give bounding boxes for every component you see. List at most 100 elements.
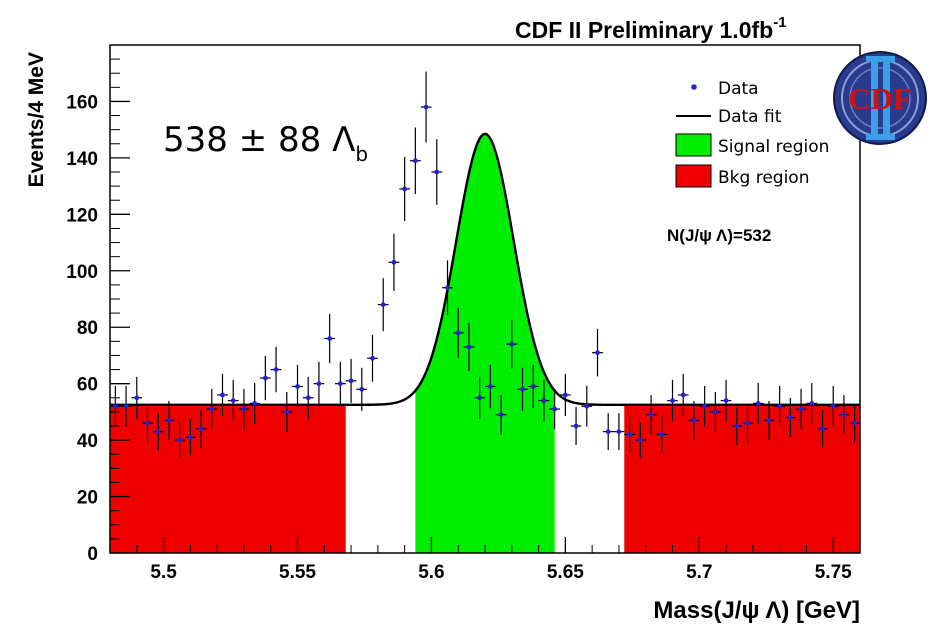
data-point xyxy=(302,376,314,419)
fit-layer xyxy=(110,132,860,407)
data-marker xyxy=(637,437,643,443)
data-point xyxy=(527,364,539,409)
y-tick-label: 80 xyxy=(77,318,98,339)
data-marker xyxy=(391,259,397,265)
data-point xyxy=(485,364,496,409)
data-point xyxy=(174,422,185,458)
legend-label-fit: Data fit xyxy=(718,107,782,127)
chart-title-superscript: -1 xyxy=(773,14,786,31)
data-marker xyxy=(595,350,600,356)
data-marker xyxy=(230,398,236,403)
y-tick-label: 40 xyxy=(77,431,98,452)
data-marker xyxy=(766,417,772,423)
x-tick-label: 5.75 xyxy=(815,562,852,583)
data-marker xyxy=(562,392,568,398)
cdf-logo: CDF xyxy=(833,51,927,145)
data-marker xyxy=(841,412,847,418)
data-marker xyxy=(145,420,150,426)
data-point xyxy=(645,394,657,435)
data-marker xyxy=(252,401,258,406)
data-point xyxy=(806,382,818,424)
data-point xyxy=(817,410,828,448)
data-point xyxy=(377,278,389,332)
data-point xyxy=(624,416,635,453)
data-point xyxy=(495,394,507,435)
data-marker xyxy=(466,344,472,350)
data-marker xyxy=(712,409,718,415)
data-point xyxy=(163,401,175,440)
data-marker xyxy=(477,395,483,401)
data-marker xyxy=(423,104,429,110)
data-marker xyxy=(605,429,611,435)
data-marker xyxy=(755,401,761,406)
data-marker xyxy=(627,432,633,437)
data-point xyxy=(152,413,164,451)
data-point xyxy=(249,382,260,424)
data-point xyxy=(592,328,603,377)
chart-title: CDF II Preliminary 1.0fb-1 xyxy=(515,14,787,43)
data-point xyxy=(292,364,303,409)
y-tick-label: 0 xyxy=(87,544,98,565)
data-marker xyxy=(412,158,418,164)
data-point xyxy=(581,385,593,427)
data-point xyxy=(452,307,464,358)
data-marker xyxy=(327,336,333,341)
x-tick-label: 5.6 xyxy=(418,562,444,583)
data-point xyxy=(324,313,335,364)
y-tick-label: 20 xyxy=(77,488,98,509)
y-tick-label: 120 xyxy=(66,205,98,226)
data-point xyxy=(227,379,239,422)
data-point xyxy=(752,382,764,424)
data-marker xyxy=(359,386,365,392)
data-point xyxy=(635,422,646,458)
data-point xyxy=(720,379,732,422)
data-marker xyxy=(112,403,118,409)
data-point xyxy=(517,367,528,411)
legend-label-bkg: Bkg region xyxy=(718,168,809,188)
data-point xyxy=(217,373,228,417)
data-point xyxy=(463,322,475,372)
data-marker xyxy=(734,423,740,429)
data-marker xyxy=(723,398,729,403)
data-marker xyxy=(584,403,590,409)
data-marker xyxy=(616,429,622,435)
data-marker xyxy=(820,426,825,432)
data-marker xyxy=(445,285,450,291)
y-tick-label: 160 xyxy=(66,92,98,113)
data-marker xyxy=(220,392,225,398)
data-marker xyxy=(852,420,858,426)
data-marker xyxy=(166,417,172,423)
data-point xyxy=(206,388,218,430)
y-tick-label: 60 xyxy=(77,375,98,396)
data-marker xyxy=(509,341,515,347)
data-point xyxy=(774,385,785,427)
cdf-logo-text: CDF xyxy=(848,81,912,116)
data-marker xyxy=(670,398,675,403)
legend: Data Data fit Signal region Bkg region xyxy=(675,79,829,188)
data-marker xyxy=(809,401,815,406)
data-point xyxy=(613,413,625,451)
data-point xyxy=(827,385,839,427)
data-point xyxy=(795,388,807,430)
data-marker xyxy=(295,384,300,389)
data-marker xyxy=(541,398,547,403)
data-point xyxy=(270,346,282,393)
data-point xyxy=(442,260,453,316)
data-marker xyxy=(702,403,708,409)
data-marker xyxy=(134,395,140,401)
y-axis-label: Events/4 MeV xyxy=(25,52,48,187)
data-marker xyxy=(487,384,493,389)
data-point xyxy=(335,361,346,406)
legend-label-data: Data xyxy=(718,79,759,99)
data-point xyxy=(838,394,850,435)
data-marker xyxy=(498,412,504,418)
data-point xyxy=(656,416,668,453)
data-marker xyxy=(209,406,215,412)
data-marker xyxy=(402,186,408,192)
data-marker xyxy=(552,406,558,412)
data-point xyxy=(710,391,721,432)
axes-layer: 5.5 5.55 5.6 5.65 5.7 5.75 0 20 40 60 80 100 120 140 1… xyxy=(66,58,861,583)
legend-signal-swatch xyxy=(675,133,712,157)
data-point xyxy=(667,379,678,422)
data-marker xyxy=(348,378,354,384)
